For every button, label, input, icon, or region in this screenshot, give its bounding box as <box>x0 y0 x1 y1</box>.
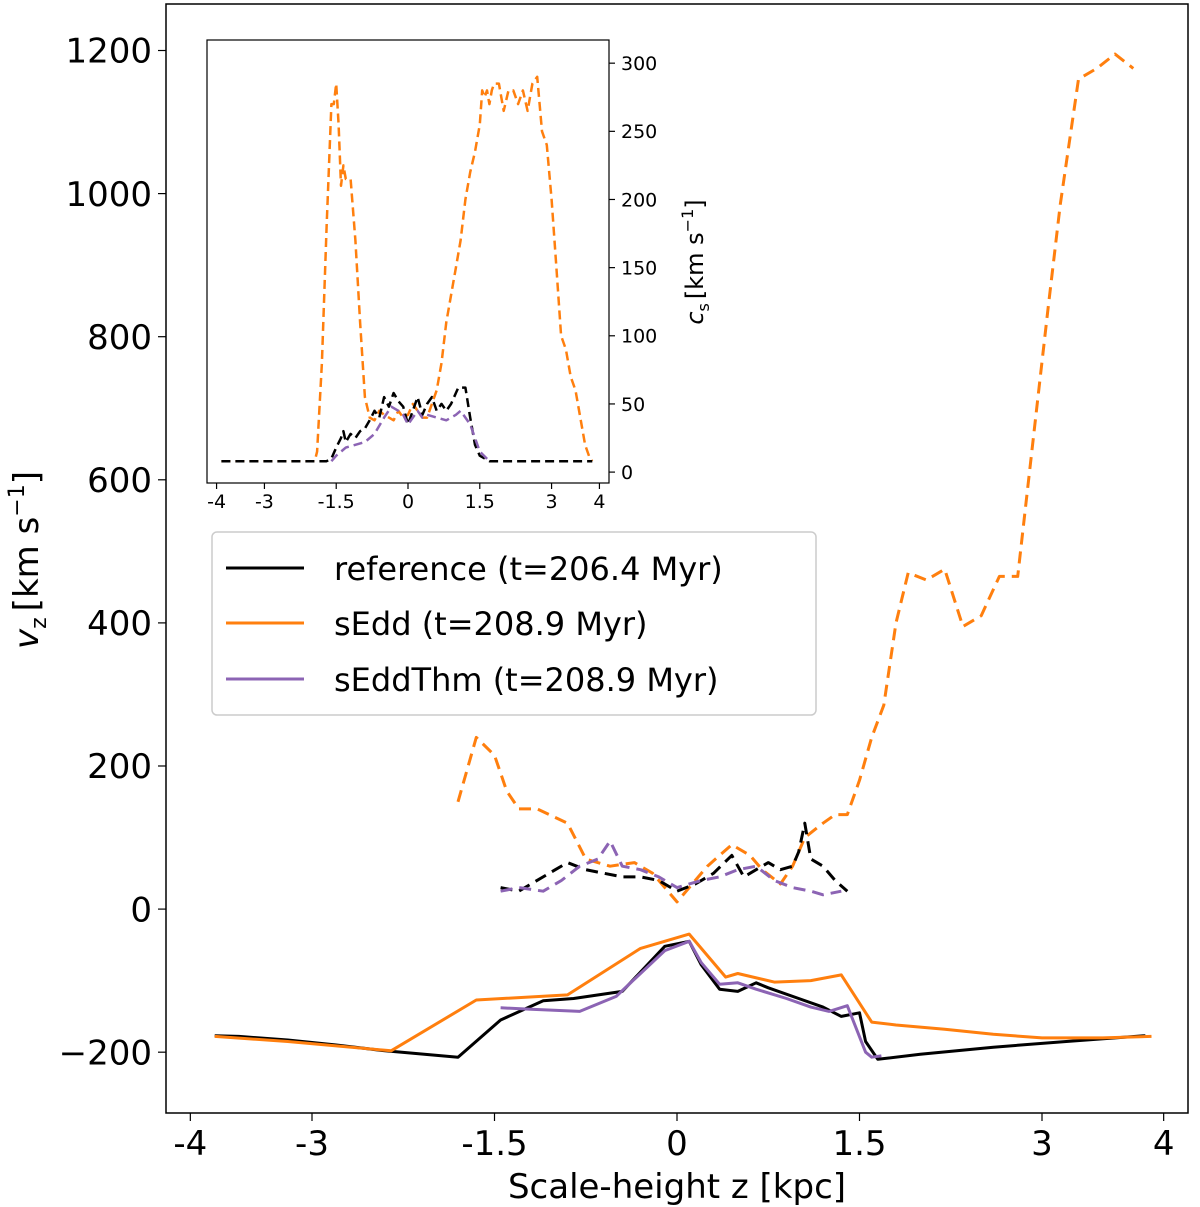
inset-y-label-unit: [km s <box>681 232 709 299</box>
legend-label-reference: reference (t=206.4 Myr) <box>334 550 723 588</box>
main-ytick-label: 800 <box>87 318 152 358</box>
inset-y-label-subscript: s <box>694 303 713 311</box>
inset-ytick-label: 100 <box>621 326 657 348</box>
main-series-seddthm <box>500 939 882 1059</box>
inset-ytick-label: 0 <box>621 462 633 484</box>
main-x-axis: -4 -3 -1.5 0 1.5 3 4 <box>173 1113 1174 1164</box>
main-series-group <box>214 52 1152 1061</box>
main-ytick-label: 1200 <box>65 32 152 72</box>
main-series-seddthm-cs-dashed <box>500 839 842 897</box>
inset-y-label-exponent: −1 <box>678 209 697 233</box>
inset-xtick-label: 0 <box>402 491 414 513</box>
legend-label-seddthm: sEddThm (t=208.9 Myr) <box>334 661 719 699</box>
inset-y-axis: 0 50 100 150 200 250 300 <box>609 53 657 484</box>
main-series-reference-cs-dashed <box>500 821 849 893</box>
inset-ytick-label: 250 <box>621 121 657 143</box>
main-xtick-label: 0 <box>666 1124 688 1164</box>
main-xtick-label: 4 <box>1153 1124 1175 1164</box>
legend-label-sedd: sEdd (t=208.9 Myr) <box>334 605 648 643</box>
main-ytick-label: 600 <box>87 461 152 501</box>
inset-series-sedd <box>221 75 594 463</box>
main-x-axis-label: Scale-height z [kpc] <box>508 1167 846 1207</box>
main-xtick-label: 1.5 <box>832 1124 886 1164</box>
inset-ytick-label: 300 <box>621 53 657 75</box>
inset-series-seddthm <box>330 405 491 463</box>
main-y-axis: −200 0 200 400 600 800 1000 1200 <box>59 32 166 1073</box>
inset-y-label-symbol: c <box>681 311 709 324</box>
main-xtick-label: 3 <box>1031 1124 1053 1164</box>
main-ytick-label: 1000 <box>65 175 152 215</box>
main-xtick-label: -3 <box>295 1124 329 1164</box>
main-plot: -4 -3 -1.5 0 1.5 3 4 −200020040060080010001200… <box>5 3 1189 1207</box>
main-series-sedd-cs-dashed <box>456 52 1135 904</box>
legend-box <box>211 531 817 716</box>
main-y-label-close: ] <box>7 471 47 484</box>
main-y-label-unit: [km s <box>7 517 47 612</box>
inset-plot: -4 -3 -1.5 0 1.5 3 4 0 50 100 150 200 250 300 cs [km … <box>206 39 713 513</box>
inset-xtick-label: 4 <box>593 491 605 513</box>
inset-series-group <box>221 75 594 463</box>
inset-ytick-label: 150 <box>621 257 657 279</box>
inset-xtick-label: 1.5 <box>465 491 495 513</box>
main-xtick-label: -1.5 <box>461 1124 527 1164</box>
main-ytick-label: 400 <box>87 604 152 644</box>
inset-xtick-label: -4 <box>207 491 226 513</box>
main-ytick-label: 200 <box>87 747 152 787</box>
main-y-label-symbol: v <box>7 628 47 649</box>
main-y-label-subscript: z <box>27 617 52 629</box>
main-ytick-label: −200 <box>59 1033 152 1073</box>
main-xtick-label: -4 <box>173 1124 207 1164</box>
inset-series-reference <box>221 386 593 463</box>
main-y-axis-label: vz [km s−1] <box>5 471 52 649</box>
inset-xtick-label: -3 <box>255 491 274 513</box>
main-y-label-exponent: −1 <box>5 484 30 516</box>
legend: reference (t=206.4 Myr) sEdd (t=208.9 My… <box>211 531 817 716</box>
inset-ytick-label: 200 <box>621 189 657 211</box>
inset-ytick-label: 50 <box>621 394 645 416</box>
main-series-sedd <box>214 932 1152 1053</box>
inset-y-label-close: ] <box>681 199 709 208</box>
main-series-reference <box>214 939 1146 1061</box>
inset-plot-frame <box>206 39 610 484</box>
inset-xtick-label: 3 <box>546 491 558 513</box>
inset-x-axis: -4 -3 -1.5 0 1.5 3 4 <box>207 483 605 513</box>
main-ytick-label: 0 <box>130 890 152 930</box>
inset-xtick-label: -1.5 <box>318 491 355 513</box>
inset-y-axis-label: cs [km s−1] <box>678 199 713 324</box>
